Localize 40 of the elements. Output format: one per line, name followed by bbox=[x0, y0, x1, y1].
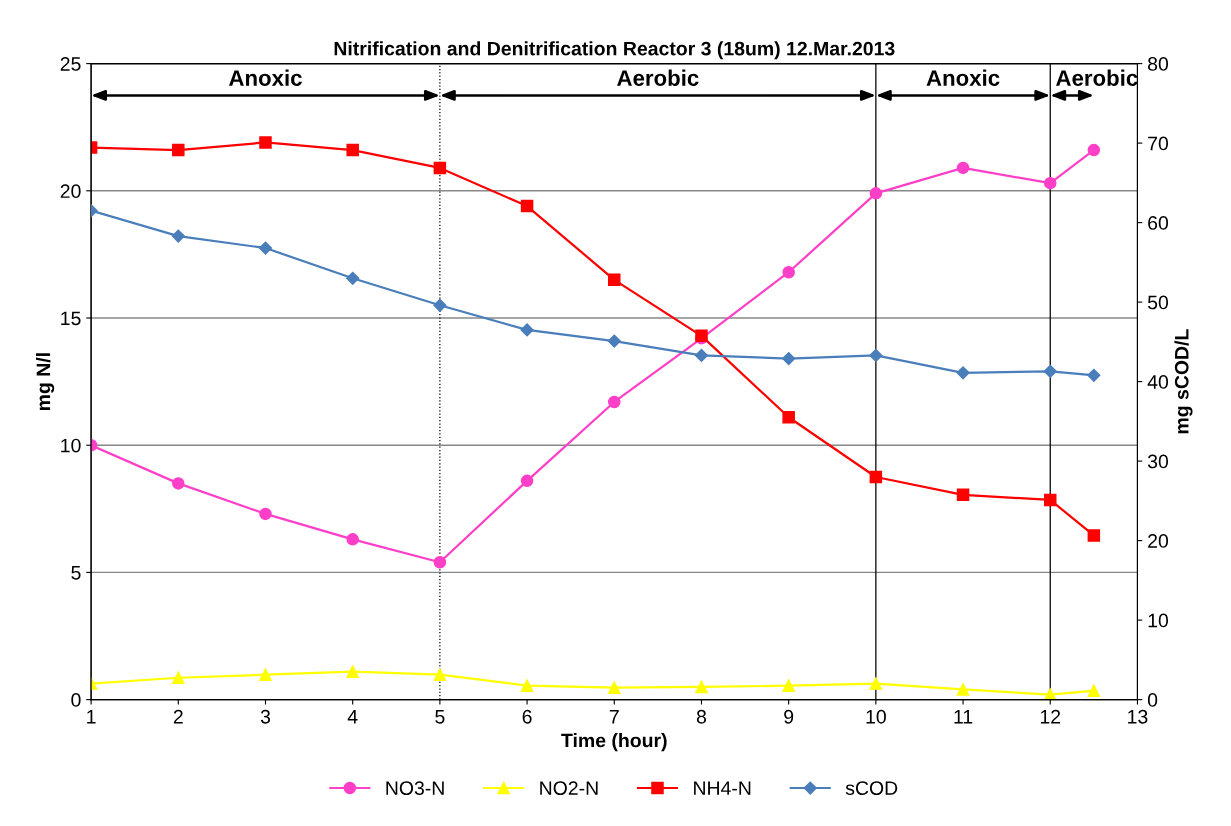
y-tick-label: 20 bbox=[60, 184, 81, 199]
y-axis-title: mg N/l bbox=[35, 353, 55, 411]
x-tick-label: 9 bbox=[784, 709, 794, 724]
annotation: Anoxic bbox=[229, 69, 302, 86]
y-tick-label: 25 bbox=[60, 57, 81, 71]
x-tick-label: 13 bbox=[1128, 709, 1148, 724]
x-tick-label: 6 bbox=[522, 709, 532, 724]
legend-label: NO3-N bbox=[386, 781, 444, 796]
annotation: Aerobic bbox=[1056, 69, 1138, 86]
x-tick-label: 1 bbox=[87, 710, 96, 724]
y2-tick-label: 80 bbox=[1148, 57, 1169, 71]
x-axis-title: Time (hour) bbox=[561, 733, 667, 752]
y2-tick-label: 50 bbox=[1147, 295, 1169, 310]
x-tick-label: 4 bbox=[347, 710, 358, 724]
annotation: Anoxic bbox=[926, 69, 1000, 86]
y2-axis-title: mg sCOD/L bbox=[1174, 329, 1193, 434]
y-tick-label: 5 bbox=[71, 566, 81, 580]
annotation: Aerobic bbox=[617, 69, 699, 86]
x-tick-label: 2 bbox=[173, 709, 183, 724]
x-tick-label: 12 bbox=[1040, 709, 1061, 724]
legend-label: sCOD bbox=[845, 781, 898, 796]
y2-tick-label: 70 bbox=[1148, 136, 1169, 151]
y-tick-label: 0 bbox=[71, 693, 81, 707]
y-tick-label: 15 bbox=[61, 311, 81, 326]
y-tick-label: 10 bbox=[61, 438, 81, 453]
x-tick-label: 5 bbox=[435, 710, 445, 724]
y2-tick-label: 60 bbox=[1148, 216, 1169, 230]
y2-tick-label: 0 bbox=[1147, 693, 1158, 707]
chart-title: Nitrification and Denitrification Reactor 3 (18um) 12.Mar.2013 bbox=[334, 41, 895, 60]
legend-label: NH4-N bbox=[694, 781, 751, 795]
y2-tick-label: 10 bbox=[1148, 613, 1169, 628]
x-tick-label: 3 bbox=[260, 709, 271, 724]
x-tick-label: 8 bbox=[696, 709, 707, 724]
y2-tick-label: 20 bbox=[1148, 534, 1169, 548]
x-tick-label: 10 bbox=[866, 709, 886, 724]
y2-tick-label: 40 bbox=[1147, 375, 1169, 389]
legend-label: NO2-N bbox=[540, 781, 598, 796]
x-tick-label: 7 bbox=[609, 710, 619, 724]
x-tick-label: 11 bbox=[954, 710, 973, 724]
y2-tick-label: 30 bbox=[1147, 454, 1169, 469]
